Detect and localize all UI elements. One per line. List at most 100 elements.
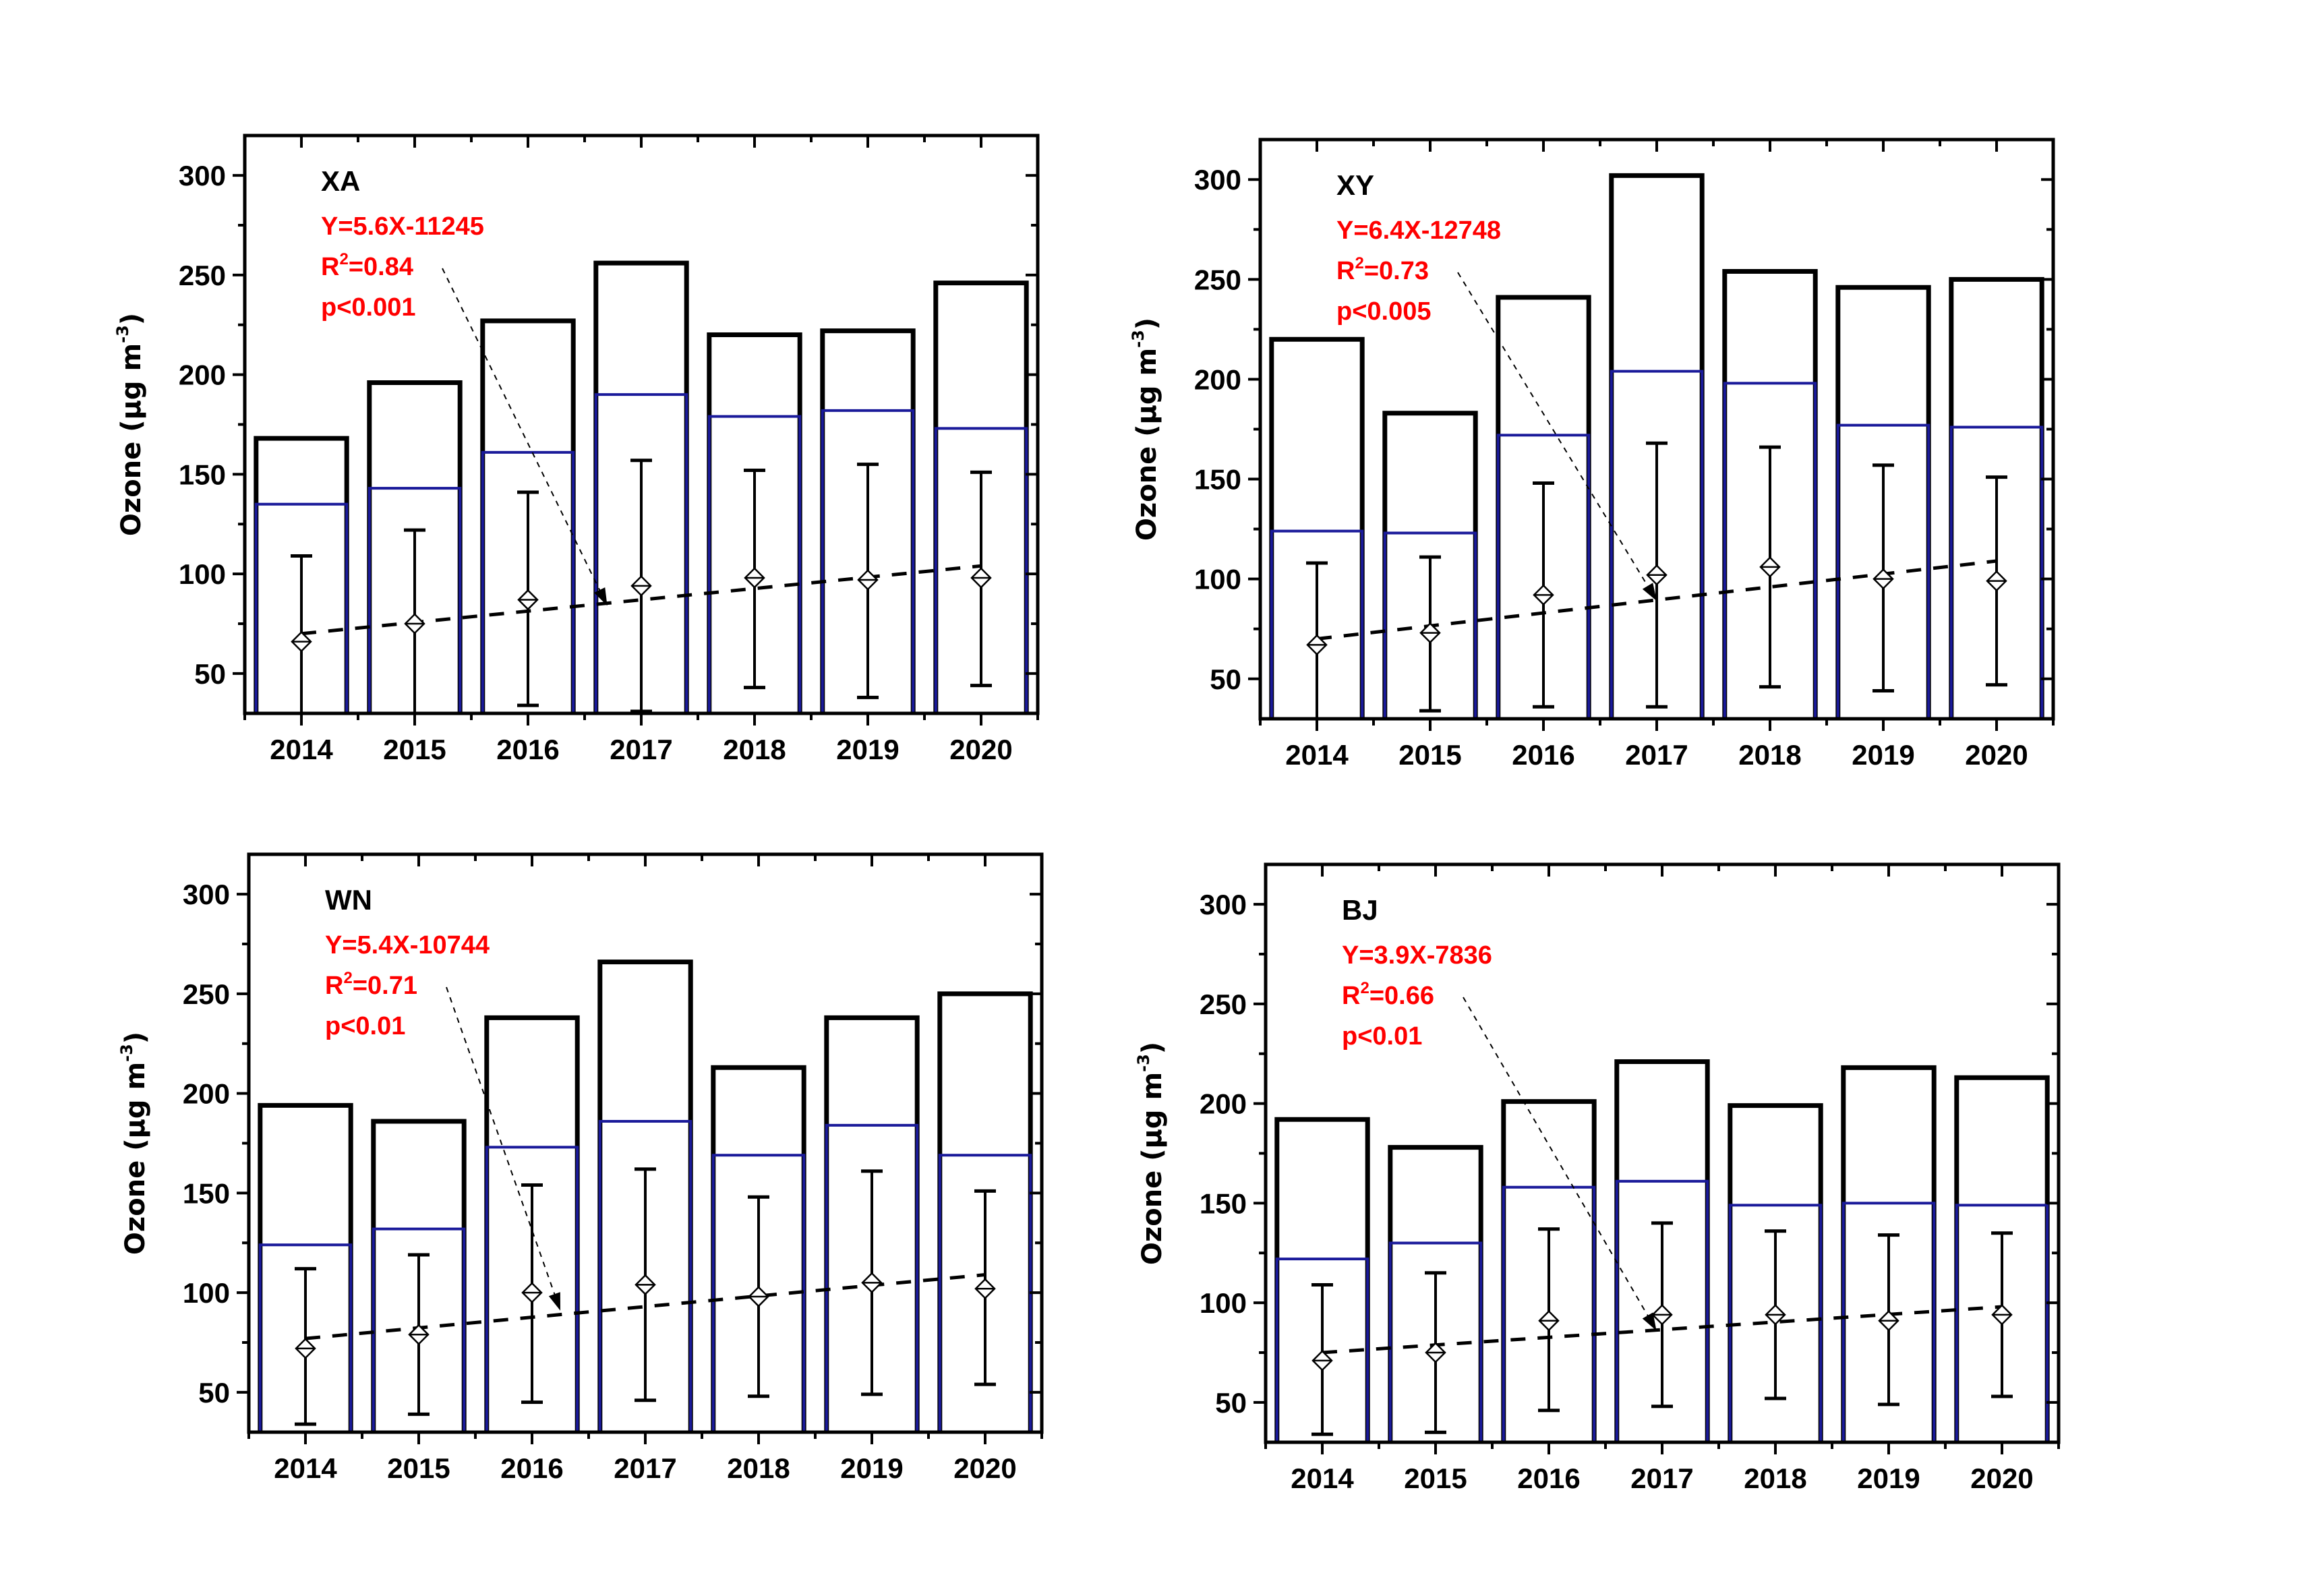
x-tick-label: 2017 bbox=[1625, 739, 1688, 771]
y-tick-label: 50 bbox=[1215, 1387, 1247, 1419]
panel-label: XA bbox=[321, 165, 360, 197]
x-tick-label: 2020 bbox=[1970, 1462, 2033, 1494]
panel-wn: 50 100 150 200 250 300 2014 2015 2016 2017 2018 201… bbox=[117, 852, 1044, 1484]
x-tick-label: 2016 bbox=[1512, 739, 1574, 771]
bar-upper-2019 bbox=[825, 1123, 919, 1432]
x-tick-label: 2016 bbox=[1517, 1462, 1580, 1494]
y-tick-label: 250 bbox=[1200, 988, 1247, 1020]
x-tick-label: 2014 bbox=[1285, 739, 1349, 771]
bar-upper-2020 bbox=[1955, 1204, 2049, 1442]
y-axis-title: Ozone (µg m-3) bbox=[1134, 1042, 1168, 1265]
bar-upper-2016 bbox=[1502, 1185, 1596, 1442]
panel-xy: 50 100 150 200 250 300 2014 2015 2016 2017 2018 201… bbox=[1129, 138, 2055, 771]
y-tick-label: 200 bbox=[179, 359, 226, 391]
y-tick-label: 150 bbox=[1200, 1187, 1247, 1219]
x-tick-label: 2018 bbox=[1738, 739, 1801, 771]
r-squared-value: =0.73 bbox=[1364, 257, 1429, 285]
r-squared-value: =0.71 bbox=[353, 972, 417, 1000]
p-value: p<0.01 bbox=[1342, 1022, 1422, 1051]
bar-upper-2014 bbox=[1270, 529, 1364, 719]
y-axis-title: Ozone (µg m-3) bbox=[1129, 318, 1162, 541]
y-tick-label: 300 bbox=[1200, 889, 1247, 920]
bar-upper-2017 bbox=[1610, 370, 1704, 719]
bar-upper-2016 bbox=[485, 1146, 579, 1432]
r-squared-sup: 2 bbox=[1355, 254, 1363, 272]
y-axis-title-sup: -3 bbox=[1134, 1054, 1153, 1072]
bar-upper-2015 bbox=[367, 487, 462, 713]
y-axis-title-close: ) bbox=[1131, 318, 1162, 330]
annotation-arrow-line bbox=[442, 268, 608, 606]
y-tick-label: 150 bbox=[183, 1177, 230, 1209]
x-tick-label: 2020 bbox=[949, 734, 1012, 765]
bar-upper-2018 bbox=[707, 415, 802, 713]
y-axis-title-text: Ozone (µg m bbox=[120, 1062, 151, 1255]
x-tick-label: 2019 bbox=[840, 1452, 903, 1484]
annotation-arrow-head bbox=[548, 1292, 560, 1311]
x-tick-label: 2020 bbox=[1965, 739, 2028, 771]
y-tick-label: 250 bbox=[179, 260, 226, 291]
annotation-arrow-head bbox=[1642, 1312, 1657, 1331]
y-axis-title-close: ) bbox=[120, 1032, 151, 1044]
annotation-arrow-head bbox=[594, 587, 608, 606]
r-squared: R2=0.73 bbox=[1336, 254, 1429, 285]
r-squared-sup: 2 bbox=[1360, 979, 1369, 997]
panel-label: BJ bbox=[1342, 894, 1378, 926]
x-tick-label: 2019 bbox=[1857, 1462, 1920, 1494]
panel-label: WN bbox=[325, 884, 372, 916]
annotation-arrow-line bbox=[446, 986, 561, 1311]
r-squared-sup: 2 bbox=[339, 250, 348, 268]
x-tick-label: 2014 bbox=[1291, 1462, 1354, 1494]
y-axis-title-close: ) bbox=[116, 313, 147, 325]
y-axis-title-text: Ozone (µg m bbox=[1137, 1072, 1168, 1265]
bar-upper-2015 bbox=[1383, 531, 1477, 719]
y-tick-label: 50 bbox=[194, 658, 226, 690]
p-value: p<0.001 bbox=[321, 293, 416, 322]
x-tick-label: 2016 bbox=[500, 1452, 563, 1484]
bar-upper-2016 bbox=[481, 450, 575, 713]
r-squared-prefix: R bbox=[325, 972, 343, 1000]
y-axis-title-text: Ozone (µg m bbox=[116, 343, 147, 536]
y-axis-title-sup: -3 bbox=[1129, 330, 1148, 348]
bar-upper-2017 bbox=[594, 393, 688, 713]
y-tick-label: 300 bbox=[179, 160, 226, 191]
bar-upper-2014 bbox=[1275, 1258, 1369, 1442]
y-tick-label: 150 bbox=[179, 459, 226, 490]
r-squared: R2=0.84 bbox=[321, 250, 413, 281]
x-tick-label: 2018 bbox=[1744, 1462, 1806, 1494]
r-squared-value: =0.66 bbox=[1369, 982, 1434, 1010]
x-tick-label: 2014 bbox=[274, 1452, 337, 1484]
y-tick-label: 200 bbox=[1200, 1088, 1247, 1120]
y-tick-label: 100 bbox=[183, 1277, 230, 1309]
bar-upper-2019 bbox=[1841, 1202, 1936, 1442]
y-tick-label: 200 bbox=[1194, 363, 1241, 395]
panel-xa: 50 100 150 200 250 300 2014 2015 2016 2017 2018 201… bbox=[113, 134, 1040, 765]
annotation-arrow-head bbox=[1642, 583, 1657, 601]
y-tick-label: 200 bbox=[183, 1078, 230, 1110]
y-tick-label: 250 bbox=[183, 978, 230, 1010]
bar-upper-2014 bbox=[254, 502, 349, 713]
y-axis-title: Ozone (µg m-3) bbox=[117, 1032, 151, 1255]
r-squared-prefix: R bbox=[321, 253, 339, 281]
y-axis-title-sup: -3 bbox=[113, 325, 132, 343]
x-tick-label: 2015 bbox=[1404, 1462, 1467, 1494]
bar-upper-2015 bbox=[1388, 1241, 1483, 1442]
regression-equation: Y=6.4X-12748 bbox=[1336, 216, 1501, 245]
panel-label: XY bbox=[1336, 169, 1374, 201]
p-value: p<0.005 bbox=[1336, 297, 1432, 326]
y-tick-label: 100 bbox=[1200, 1287, 1247, 1319]
p-value: p<0.01 bbox=[325, 1012, 405, 1040]
bar-upper-2020 bbox=[934, 427, 1028, 713]
y-axis-title: Ozone (µg m-3) bbox=[113, 313, 147, 536]
r-squared-sup: 2 bbox=[343, 969, 352, 987]
x-tick-label: 2018 bbox=[727, 1452, 790, 1484]
y-tick-label: 300 bbox=[1194, 164, 1241, 196]
r-squared-value: =0.84 bbox=[349, 253, 413, 281]
y-tick-label: 100 bbox=[179, 558, 226, 590]
r-squared-prefix: R bbox=[1342, 982, 1360, 1010]
regression-equation: Y=5.4X-10744 bbox=[325, 931, 490, 959]
bar-upper-2018 bbox=[711, 1154, 806, 1432]
bar-upper-2020 bbox=[1949, 425, 2044, 719]
r-squared: R2=0.66 bbox=[1342, 979, 1434, 1010]
bar-upper-2019 bbox=[1836, 423, 1930, 719]
